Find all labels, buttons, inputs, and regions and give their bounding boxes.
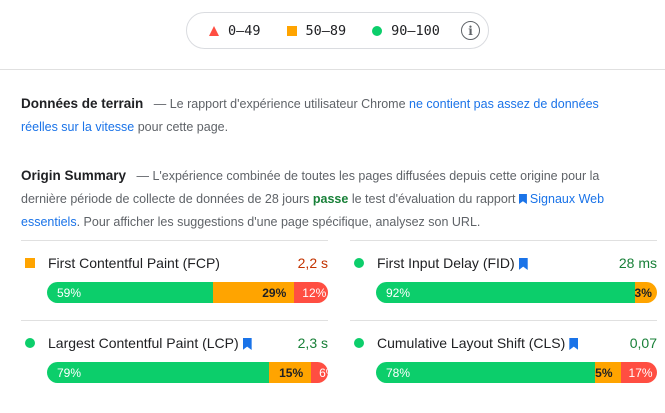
legend-item-good: 90–100: [372, 23, 440, 39]
bar-segment-poor: 6%: [311, 362, 328, 383]
bar-segment-good: 92%: [376, 282, 635, 303]
info-icon[interactable]: i: [461, 21, 480, 40]
metric-lcp: Largest Contentful Paint (LCP) 2,3 s 79%…: [21, 320, 328, 402]
legend-label-average: 50–89: [305, 22, 347, 39]
metric-value: 0,07: [629, 335, 657, 351]
metric-name-wrap: Largest Contentful Paint (LCP): [48, 335, 298, 351]
field-data-text-after: pour cette page.: [137, 120, 229, 134]
field-data-text: Le rapport d'expérience utilisateur Chro…: [169, 97, 406, 111]
origin-summary-heading: Origin Summary: [21, 168, 127, 183]
bar-segment-average: 29%: [212, 282, 295, 303]
core-web-vitals-link[interactable]: Signaux Web essentiels: [21, 192, 604, 229]
bar-segment-poor: 17%: [620, 362, 657, 383]
legend-label-good: 90–100: [391, 22, 440, 39]
pass-label: passe: [312, 192, 349, 206]
section-divider: [0, 69, 665, 70]
legend-item-poor: 0–49: [209, 23, 261, 39]
bookmark-icon[interactable]: [518, 258, 528, 270]
bookmark-icon[interactable]: [242, 338, 252, 350]
origin-summary-text-middle: le test d'évaluation du rapport: [351, 192, 516, 206]
metric-value: 2,2 s: [297, 255, 328, 271]
distribution-bar: 92% 3% 6%: [376, 282, 657, 303]
circle-icon: [354, 258, 364, 268]
metric-name-wrap: Cumulative Layout Shift (CLS): [377, 335, 630, 351]
circle-icon: [25, 338, 35, 348]
field-data-link[interactable]: ne contient pas assez de données réelles…: [21, 97, 599, 134]
square-icon: [25, 258, 35, 268]
bar-segment-good: 78%: [376, 362, 596, 383]
field-data-heading: Données de terrain: [21, 96, 144, 111]
bar-segment-good: 59%: [47, 282, 213, 303]
metric-value: 28 ms: [618, 255, 657, 271]
origin-summary-text-after: . Pour afficher les suggestions d'une pa…: [76, 215, 481, 229]
core-web-vitals-link-label: Signaux Web essentiels: [21, 192, 605, 229]
field-data-section: Données de terrain — Le rapport d'expéri…: [21, 92, 621, 139]
distribution-bar: 59% 29% 12%: [47, 282, 328, 303]
bar-segment-average: 3%: [634, 282, 657, 303]
bar-segment-average: 15%: [268, 362, 312, 383]
page-header-cut: [0, 0, 665, 2]
metric-value: 2,3 s: [297, 335, 328, 351]
distribution-bar: 79% 15% 6%: [47, 362, 328, 383]
circle-icon: [354, 338, 364, 348]
metric-name: Largest Contentful Paint (LCP): [48, 335, 239, 351]
bar-segment-good: 79%: [47, 362, 269, 383]
metric-cls: Cumulative Layout Shift (CLS) 0,07 78% 5…: [350, 320, 657, 402]
metric-name-wrap: First Input Delay (FID): [377, 255, 619, 271]
metric-fcp: First Contentful Paint (FCP) 2,2 s 59% 2…: [21, 240, 328, 320]
metric-fid: First Input Delay (FID) 28 ms 92% 3% 6%: [350, 240, 657, 320]
field-data-dash: —: [153, 97, 167, 111]
metric-name: First Input Delay (FID): [377, 255, 515, 271]
circle-icon: [372, 25, 383, 36]
score-legend: 0–49 50–89 90–100 i: [186, 12, 489, 49]
origin-summary-dash: —: [136, 169, 149, 183]
triangle-icon: [209, 25, 219, 36]
origin-summary-section: Origin Summary — L'expérience combinée d…: [21, 164, 621, 234]
distribution-bar: 78% 5% 17%: [376, 362, 657, 383]
bookmark-icon: [518, 194, 527, 204]
origin-summary-text: L'expérience combinée de toutes les page…: [21, 169, 600, 206]
bar-segment-average: 5%: [595, 362, 621, 383]
legend-label-poor: 0–49: [228, 22, 261, 39]
square-icon: [286, 25, 297, 36]
bookmark-icon[interactable]: [569, 338, 579, 350]
bar-segment-poor: 12%: [294, 282, 328, 303]
metric-name: First Contentful Paint (FCP): [48, 255, 220, 271]
legend-item-average: 50–89: [286, 22, 347, 39]
metric-name: Cumulative Layout Shift (CLS): [377, 335, 566, 351]
